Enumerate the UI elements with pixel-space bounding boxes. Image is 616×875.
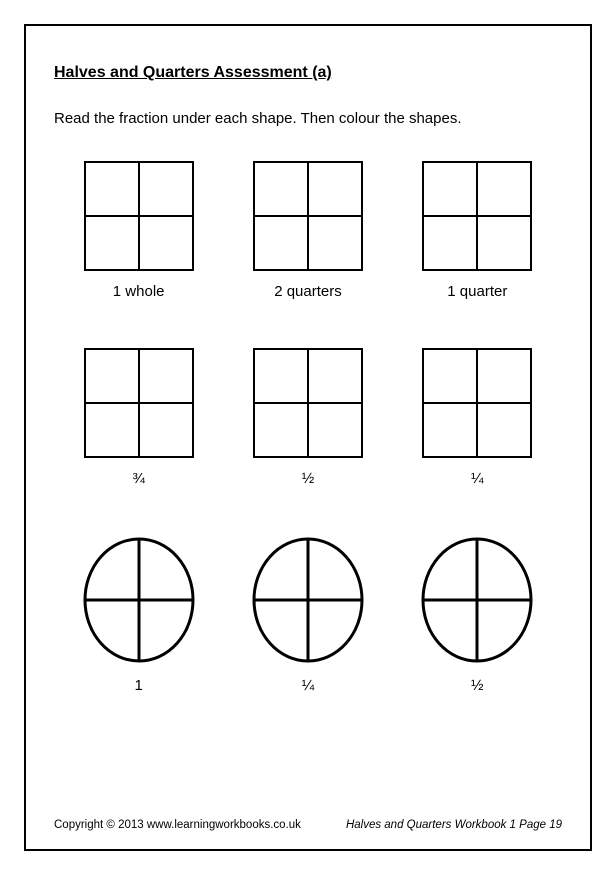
- page-title: Halves and Quarters Assessment (a): [54, 64, 562, 82]
- shapes-container: 1 whole 2 quarters 1 quarter ¾ ½: [54, 161, 562, 807]
- fraction-label: 1 quarter: [447, 283, 507, 300]
- fraction-label: ¼: [302, 677, 315, 694]
- fraction-label: ½: [471, 677, 484, 694]
- square-quartered-icon: [84, 161, 194, 271]
- page-border: Halves and Quarters Assessment (a) Read …: [24, 24, 592, 851]
- fraction-label: ½: [302, 470, 315, 487]
- instructions-text: Read the fraction under each shape. Then…: [54, 110, 562, 127]
- shape-row: ¾ ½ ¼: [54, 348, 562, 487]
- shape-cell: 1: [69, 535, 209, 694]
- fraction-label: ¾: [132, 470, 145, 487]
- shape-cell: ½: [238, 348, 378, 487]
- circle-quartered-icon: [250, 535, 366, 665]
- shape-cell: ¼: [238, 535, 378, 694]
- square-quartered-icon: [422, 161, 532, 271]
- page-reference: Halves and Quarters Workbook 1 Page 19: [346, 819, 562, 831]
- shape-cell: ¾: [69, 348, 209, 487]
- fraction-label: 2 quarters: [274, 283, 342, 300]
- shape-row: 1 ¼ ½: [54, 535, 562, 694]
- circle-quartered-icon: [81, 535, 197, 665]
- square-quartered-icon: [84, 348, 194, 458]
- shape-cell: ¼: [407, 348, 547, 487]
- shape-cell: 2 quarters: [238, 161, 378, 300]
- page-footer: Copyright © 2013 www.learningworkbooks.c…: [54, 819, 562, 831]
- square-quartered-icon: [253, 161, 363, 271]
- fraction-label: ¼: [471, 470, 484, 487]
- copyright-text: Copyright © 2013 www.learningworkbooks.c…: [54, 819, 301, 831]
- circle-quartered-icon: [419, 535, 535, 665]
- shape-cell: 1 quarter: [407, 161, 547, 300]
- shape-cell: ½: [407, 535, 547, 694]
- square-quartered-icon: [253, 348, 363, 458]
- fraction-label: 1: [134, 677, 142, 694]
- square-quartered-icon: [422, 348, 532, 458]
- fraction-label: 1 whole: [113, 283, 165, 300]
- shape-cell: 1 whole: [69, 161, 209, 300]
- shape-row: 1 whole 2 quarters 1 quarter: [54, 161, 562, 300]
